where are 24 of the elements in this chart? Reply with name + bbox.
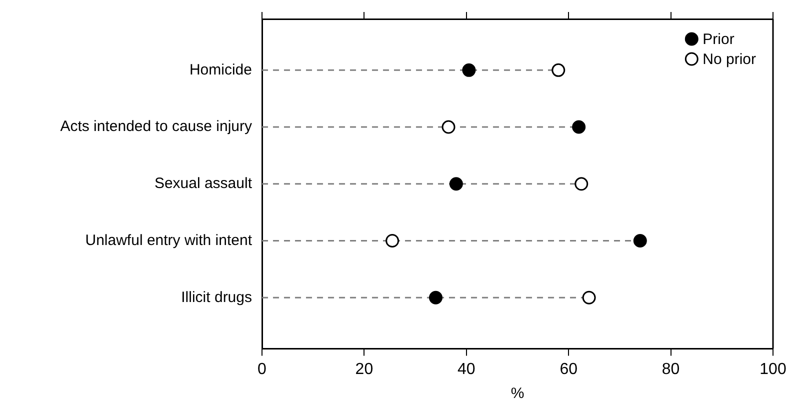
x-axis-title: % bbox=[510, 385, 524, 402]
x-tick-label: 20 bbox=[355, 360, 374, 378]
y-tick-label: Illicit drugs bbox=[181, 288, 252, 306]
point bbox=[386, 234, 400, 248]
point bbox=[428, 290, 442, 304]
point bbox=[574, 177, 588, 191]
x-tick-label: 60 bbox=[560, 360, 578, 378]
point bbox=[449, 177, 463, 191]
point bbox=[462, 63, 476, 77]
x-tick-label: 100 bbox=[760, 360, 786, 378]
y-tick-label: Unlawful entry with intent bbox=[85, 232, 253, 249]
x-tick-label: 0 bbox=[258, 360, 267, 378]
point bbox=[442, 120, 456, 134]
point bbox=[552, 63, 566, 77]
y-tick-label: Acts intended to cause injury bbox=[60, 118, 252, 136]
x-tick-label: 40 bbox=[458, 360, 476, 378]
point bbox=[633, 234, 647, 248]
y-tick-label: Sexual assault bbox=[154, 175, 253, 192]
legend-label: No prior bbox=[702, 51, 756, 68]
point bbox=[582, 290, 596, 304]
y-tick-label: Homicide bbox=[189, 61, 252, 78]
legend-label: Prior bbox=[702, 31, 734, 48]
point bbox=[572, 120, 586, 134]
x-tick-label: 80 bbox=[662, 360, 680, 378]
